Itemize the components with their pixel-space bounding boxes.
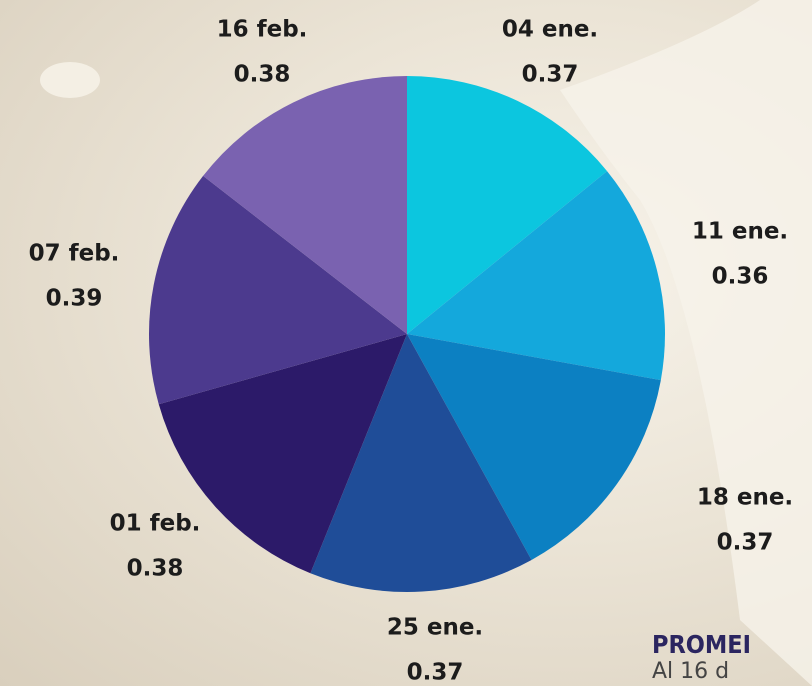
chart: PROMEI Al 16 d 04 ene. 0.37 11 ene. 0.36 18 …	[0, 0, 812, 686]
slice-value: 0.38	[234, 62, 291, 88]
slice-value: 0.37	[717, 530, 774, 556]
page: PROMEI Al 16 d 04 ene. 0.37 11 ene. 0.36 18 …	[0, 0, 812, 686]
slice-label: 11 ene.	[692, 219, 788, 245]
slice-label: 16 feb.	[217, 17, 308, 43]
slice-label: 07 feb.	[29, 241, 120, 267]
slice-label: 01 feb.	[110, 511, 201, 537]
slice-value: 0.37	[407, 660, 464, 686]
background-drop	[40, 62, 100, 98]
slice-value: 0.39	[46, 286, 103, 312]
slice-label: 04 ene.	[502, 17, 598, 43]
slice-value: 0.36	[712, 264, 769, 290]
footer-subtitle: Al 16 d	[652, 659, 729, 684]
slice-value: 0.37	[522, 62, 579, 88]
slice-value: 0.38	[127, 556, 184, 582]
slice-label: 18 ene.	[697, 485, 793, 511]
slice-label: 25 ene.	[387, 615, 483, 641]
footer-title: PROMEI	[652, 630, 751, 659]
